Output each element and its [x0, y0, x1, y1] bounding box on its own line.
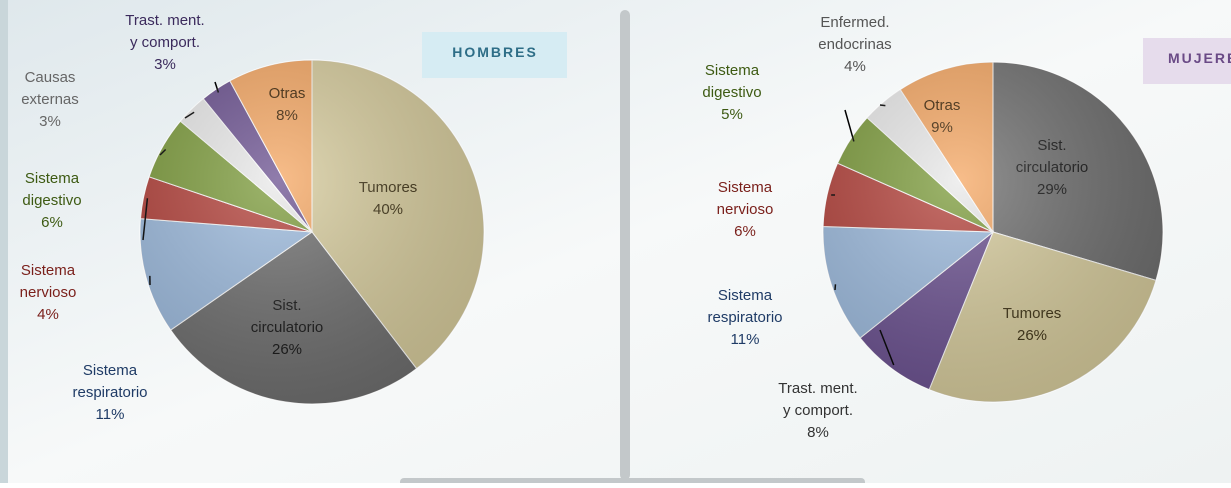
slice-value-label: 11% [731, 331, 760, 348]
slice-value-label: 4% [37, 306, 59, 323]
slice-value-label: 26% [1017, 327, 1047, 344]
slice-label: Otras [924, 97, 961, 114]
slice-label: Tumores [1003, 305, 1062, 322]
slice-value-label: 40% [373, 201, 403, 218]
left-edge [0, 0, 8, 483]
chart-title: MUJERES [1168, 50, 1231, 66]
slice-value-label: 8% [276, 107, 298, 124]
slice-label: Tumores [359, 179, 418, 196]
slice-value-label: 3% [154, 56, 176, 73]
slice-value-label: 26% [272, 341, 302, 358]
slice-value-label: 4% [844, 58, 866, 75]
slice-value-label: 6% [734, 223, 756, 240]
slice-value-label: 11% [96, 406, 125, 423]
leader-line [880, 105, 885, 106]
bottom-bar [400, 478, 865, 483]
slice-value-label: 9% [931, 119, 953, 136]
slice-value-label: 29% [1037, 181, 1067, 198]
slice-value-label: 8% [807, 424, 829, 441]
slice-value-label: 6% [41, 214, 63, 231]
slice-label: Otras [269, 85, 306, 102]
divider [620, 10, 630, 480]
chart-title: HOMBRES [452, 44, 538, 60]
slice-value-label: 3% [39, 113, 61, 130]
slice-value-label: 5% [721, 106, 743, 123]
